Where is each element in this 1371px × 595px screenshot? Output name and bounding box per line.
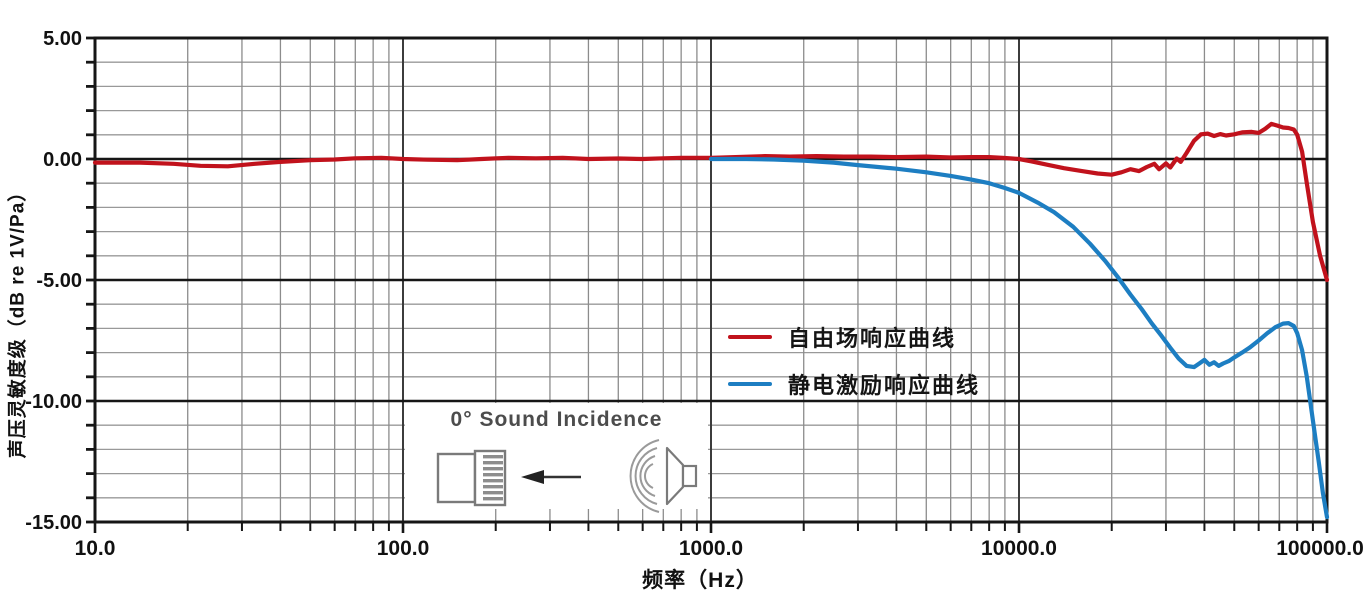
speaker-icon [629, 439, 698, 513]
y-tick-label: 5.00 [43, 28, 82, 50]
x-tick-label: 10.0 [75, 537, 116, 560]
blue-line-sample-icon [728, 382, 772, 386]
legend-item-electrostatic: 静电激励响应曲线 [728, 369, 980, 399]
sound-waves-icon [629, 439, 660, 513]
inset-title: 0° Sound Incidence [450, 408, 663, 431]
legend-label: 静电激励响应曲线 [788, 373, 981, 398]
left-arrow-icon [521, 470, 581, 484]
y-tick-label: -15.00 [25, 512, 82, 534]
legend-item-free-field: 自由场响应曲线 [728, 322, 980, 352]
y-tick-label: -5.00 [36, 270, 82, 292]
microphone-icon [436, 449, 507, 507]
legend-label: 自由场响应曲线 [788, 326, 957, 351]
y-tick-label: 0.00 [43, 149, 82, 171]
free-field-curve [92, 121, 1330, 283]
legend: 自由场响应曲线 静电激励响应曲线 [728, 322, 980, 416]
y-axis-title: 声压灵敏度级（dB re 1V/Pa） [7, 181, 29, 459]
red-line-sample-icon [728, 335, 772, 339]
x-tick-label: 100000.0 [1276, 537, 1364, 560]
x-tick-label: 10000.0 [981, 537, 1057, 560]
mic-grille-icon [483, 455, 503, 501]
incidence-inset: 0° Sound Incidence [405, 403, 708, 513]
x-tick-label: 100.0 [377, 537, 430, 560]
x-axis-title: 频率（Hz） [642, 569, 758, 592]
x-tick-label: 1000.0 [679, 537, 743, 560]
y-tick-label: -10.00 [25, 391, 82, 413]
electrostatic-curve [708, 156, 1330, 520]
